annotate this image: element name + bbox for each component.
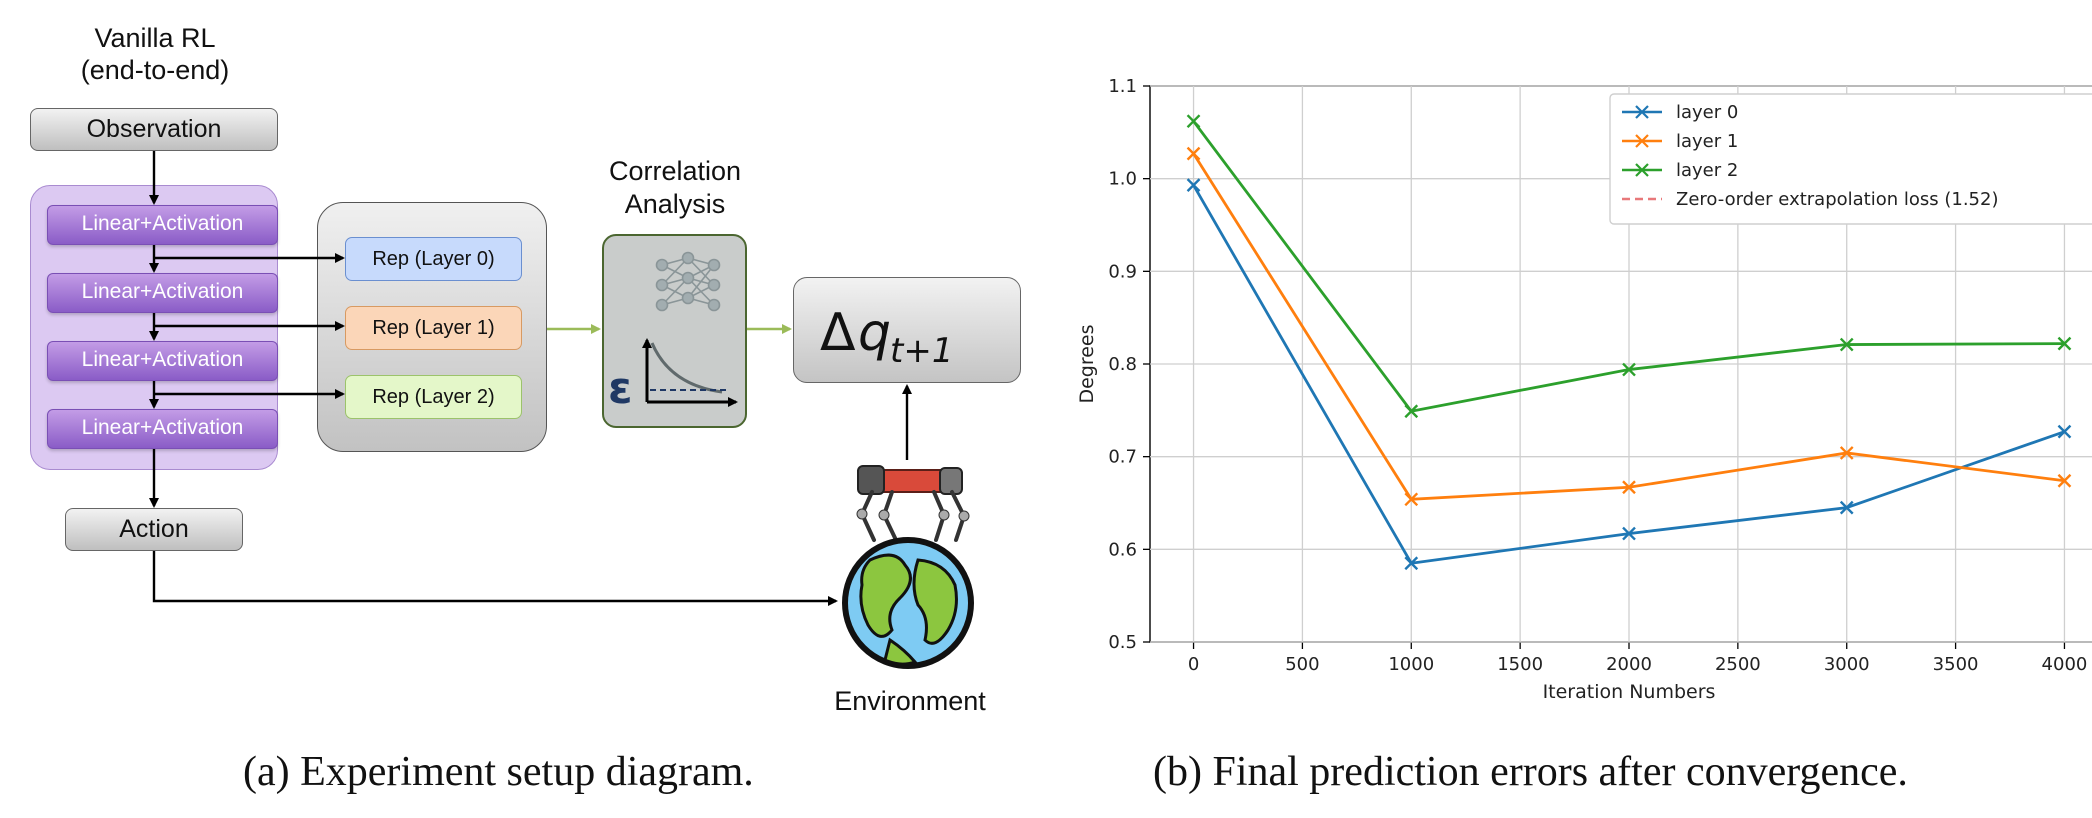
vanilla-rl-title: Vanilla RL (end-to-end) (20, 22, 290, 86)
linear-activation-1: Linear+Activation (47, 273, 278, 313)
series-layer (1186, 114, 2072, 571)
y-tick-label: 0.9 (1108, 261, 1137, 282)
x-tick-label: 2500 (1715, 654, 1761, 675)
correlation-analysis-title: Correlation Analysis (570, 155, 780, 221)
x-tick-label: 500 (1285, 654, 1319, 675)
vanilla-rl-title-line1: Vanilla RL (94, 23, 216, 53)
y-tick-label: 1.1 (1108, 76, 1137, 97)
x-tick-label: 1000 (1388, 654, 1434, 675)
legend-marker (1635, 163, 1649, 177)
rep-layer-0: Rep (Layer 0) (345, 237, 522, 281)
data-point (1622, 362, 1636, 377)
delta-q-box (793, 277, 1021, 383)
data-point (1404, 556, 1419, 571)
data-point (1404, 404, 1419, 419)
series-layer-1 (1186, 146, 2072, 507)
y-tick-label: 1.0 (1108, 169, 1137, 190)
legend-label: layer 1 (1676, 131, 1738, 152)
data-point (1404, 492, 1419, 507)
x-tick-label: 0 (1188, 654, 1199, 675)
data-point (1186, 146, 1201, 161)
y-tick-labels: 0.5 0.6 0.7 0.8 0.9 1.0 1.1 (1108, 76, 1137, 653)
legend-label: layer 2 (1676, 160, 1738, 181)
rep-layer-1: Rep (Layer 1) (345, 306, 522, 350)
series-layer-0 (1186, 178, 2072, 571)
svg-text:t+1: t+1 (890, 331, 953, 371)
correlation-title-line1: Correlation (608, 156, 742, 186)
rep-layer-2: Rep (Layer 2) (345, 375, 522, 419)
legend-label: Zero-order extrapolation loss (1.52) (1676, 189, 1999, 210)
prediction-error-chart: 0 500 1000 1500 2000 2500 3000 3500 4000 0.50.60… (1076, 76, 2092, 703)
data-point (1622, 526, 1636, 541)
linear-activation-3: Linear+Activation (47, 409, 278, 449)
x-tick-label: 2000 (1606, 654, 1652, 675)
x-tick-label: 3000 (1824, 654, 1870, 675)
data-point (1839, 500, 1854, 515)
data-point (1839, 337, 1854, 352)
legend-marker (1635, 105, 1649, 119)
legend-marker (1635, 134, 1649, 148)
data-point (1839, 446, 1854, 460)
delta-q-label: Δ q t+1 (820, 303, 953, 371)
x-tick-labels: 0 500 1000 1500 2000 2500 3000 3500 4000 (1188, 654, 2088, 675)
neural-network-icon (655, 251, 721, 312)
observation-box: Observation (30, 108, 278, 151)
x-tick-label: 1500 (1497, 654, 1543, 675)
y-tick-label: 0.5 (1108, 632, 1137, 653)
legend-label: layer 0 (1676, 102, 1738, 123)
y-tick-label: 0.8 (1108, 354, 1137, 375)
action-box: Action (65, 508, 243, 551)
arrow-action-to-environment (152, 551, 838, 606)
correlation-title-line2: Analysis (624, 189, 726, 219)
linear-activation-2: Linear+Activation (47, 341, 278, 381)
y-tick-label: 0.7 (1108, 447, 1137, 468)
legend: layer 0 layer 1 layer 2 Zero-order extrapol… (1609, 93, 2092, 225)
legend-items: layer 0 layer 1 layer 2 Zero-order extrapol… (1622, 102, 1999, 210)
svg-text:Δ: Δ (820, 303, 856, 363)
data-point (2057, 336, 2072, 351)
legend-item: layer 0 (1622, 102, 1738, 123)
legend-item: layer 1 (1622, 131, 1738, 152)
data-point (1186, 178, 1201, 193)
caption-a: (a) Experiment setup diagram. (243, 749, 754, 795)
x-tick-label: 3500 (1933, 654, 1979, 675)
environment-label: Environment (834, 686, 986, 716)
correlation-box (602, 234, 747, 428)
data-point (1622, 480, 1636, 495)
svg-text:q: q (858, 303, 891, 363)
epsilon-symbol: ε (608, 363, 633, 414)
series-layer-2 (1186, 114, 2072, 419)
legend-item: layer 2 (1622, 160, 1738, 181)
x-tick-label: 4000 (2042, 654, 2088, 675)
decay-plot-icon (642, 338, 738, 407)
vanilla-rl-title-line2: (end-to-end) (80, 55, 230, 85)
y-axis-label: Degrees (1076, 324, 1098, 403)
legend-box (1609, 93, 2092, 225)
x-axis-label: Iteration Numbers (1543, 681, 1716, 703)
y-tick-label: 0.6 (1108, 539, 1137, 560)
legend-item: Zero-order extrapolation loss (1.52) (1622, 189, 1999, 210)
diagram-graphics: ε Δ q t+1 (149, 151, 974, 669)
data-point (2057, 424, 2072, 439)
quadruped-robot-icon (856, 465, 970, 542)
data-point (2057, 473, 2072, 488)
globe-icon (842, 537, 974, 669)
caption-b: (b) Final prediction errors after conver… (1153, 749, 1908, 795)
data-point (1186, 114, 1201, 129)
linear-activation-0: Linear+Activation (47, 205, 278, 245)
